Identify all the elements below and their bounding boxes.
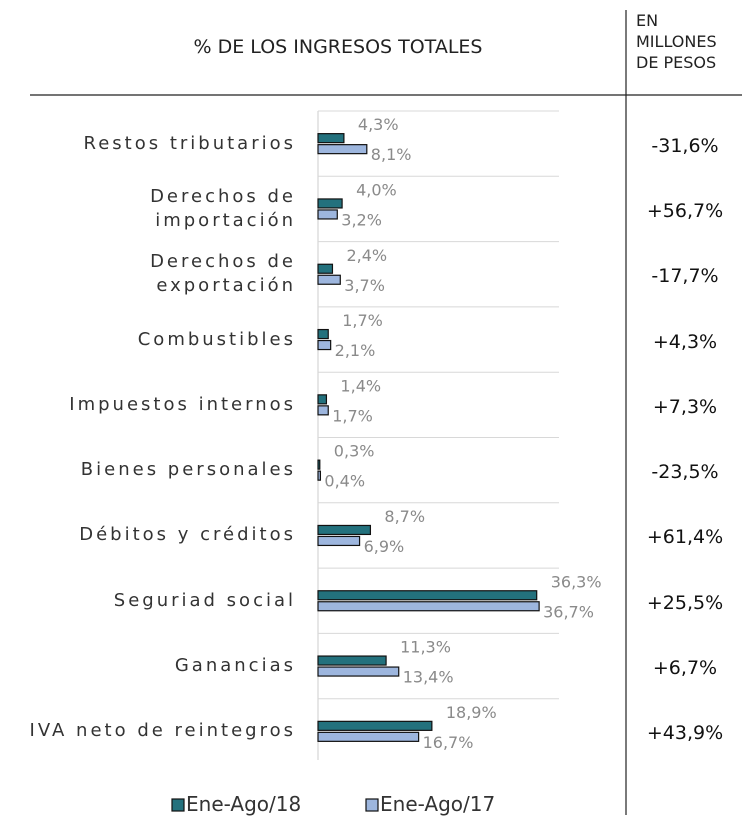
category-label: Seguriad social [113,589,296,611]
legend-swatch [365,798,379,812]
value-label: 1,4% [340,376,381,395]
legend-label: Ene-Ago/18 [186,792,302,816]
value-label: 2,4% [346,246,387,265]
variation-value: +56,7% [646,199,724,222]
value-label: 18,9% [446,703,497,722]
value-label: 4,3% [358,115,399,134]
variation-value: +43,9% [646,722,724,745]
value-label: 3,2% [341,210,382,229]
bar [317,133,345,144]
bar [317,405,329,416]
value-label: 0,3% [334,442,375,461]
variation-value: +7,3% [652,395,718,418]
legend-label: Ene-Ago/17 [380,792,496,816]
variation-value: +25,5% [646,591,724,614]
bar [317,263,334,274]
category-label: Restos tributarios [83,132,296,154]
value-label: 4,0% [356,180,397,199]
legend-swatch [171,798,185,812]
variation-value: -23,5% [651,461,719,484]
value-label: 36,3% [551,572,602,591]
value-label: 1,7% [342,311,383,330]
value-label: 13,4% [403,668,454,687]
category-label: Combustibles [137,328,296,350]
value-label: 36,7% [543,602,594,621]
bar [317,720,433,731]
value-label: 8,1% [371,145,412,164]
variation-value: +6,7% [652,657,718,680]
bar [317,655,387,666]
bar [317,459,321,470]
category-label: IVA neto de reintegros [29,720,296,742]
bar [317,394,328,405]
bar [317,601,540,612]
bar [317,198,343,209]
bar [317,328,329,340]
category-label: Derechos de importación [150,185,296,231]
bar [317,590,538,601]
variation-value: +61,4% [646,526,724,549]
value-label: 2,1% [335,341,376,360]
value-label: 16,7% [423,733,474,752]
bar [317,666,400,677]
bar [317,339,332,351]
column-header: EN MILLONES DE PESOS [636,11,717,72]
category-label: Derechos de exportación [150,251,296,297]
variation-value: -31,6% [651,134,719,157]
bar [317,470,322,481]
value-label: 11,3% [400,638,451,657]
chart-title: % DE LOS INGRESOS TOTALES [193,36,483,58]
bar [317,731,420,742]
bar [317,524,372,536]
variation-value: -17,7% [651,265,719,288]
bar [317,144,368,155]
value-label: 0,4% [324,472,365,491]
category-label: Bienes personales [80,459,296,481]
bar [317,535,361,547]
value-label: 1,7% [332,406,373,425]
bar [317,274,341,285]
category-label: Débitos y créditos [79,524,296,546]
variation-value: +4,3% [652,330,718,353]
value-label: 8,7% [384,507,425,526]
category-label: Ganancias [174,655,296,677]
category-label: Impuestos internos [69,393,296,415]
value-label: 3,7% [344,276,385,295]
value-label: 6,9% [364,537,405,556]
bar [317,209,338,220]
